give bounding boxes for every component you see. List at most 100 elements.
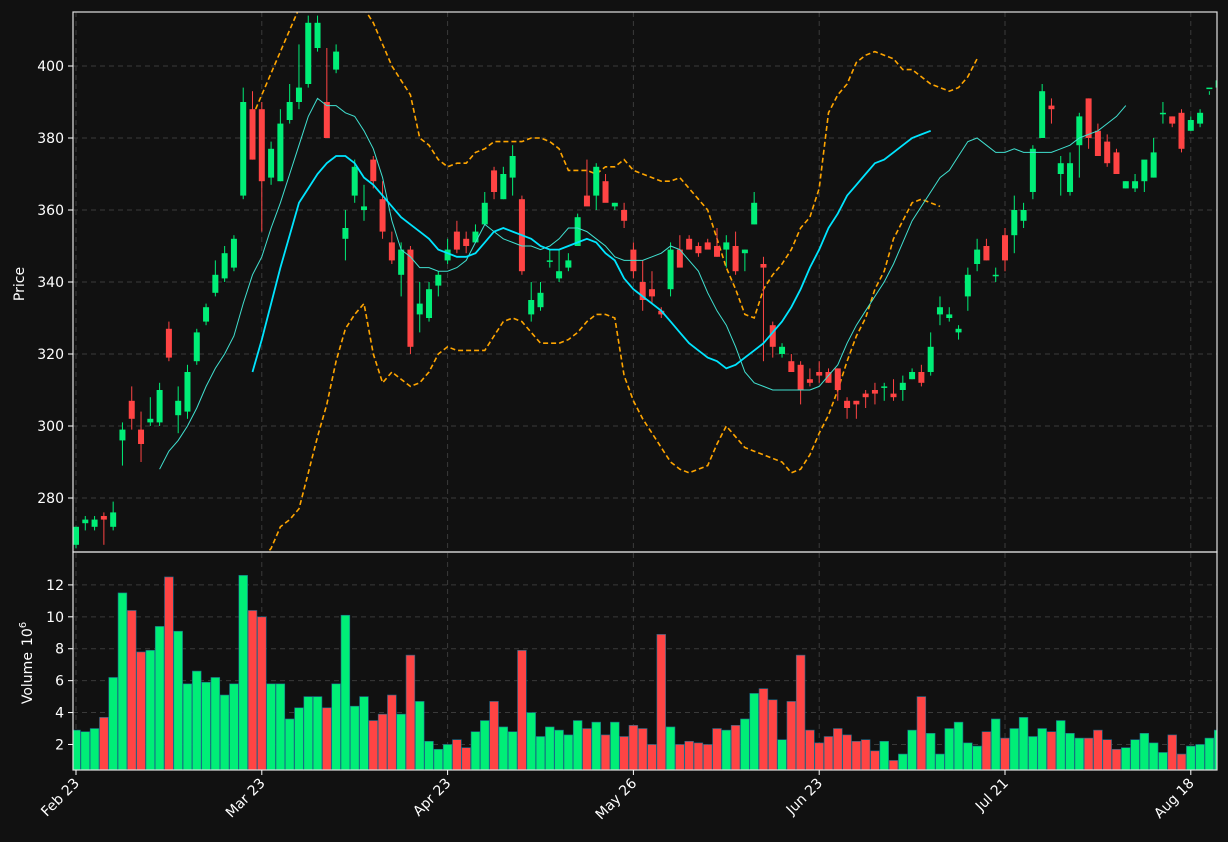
candle-body (741, 249, 748, 254)
candle-body (648, 289, 655, 297)
volume-tick-label: 12 (46, 578, 64, 594)
volume-bar (387, 694, 397, 770)
candle-body (500, 174, 507, 200)
candle-body (444, 249, 451, 261)
candle-body (221, 253, 228, 279)
volume-bar (498, 726, 509, 770)
candle-body (1113, 152, 1120, 174)
volume-bar (925, 733, 936, 770)
volume-axis-label-text: Volume (20, 652, 36, 704)
volume-bar (1028, 736, 1038, 770)
candle-body (927, 346, 934, 372)
candle-body (695, 246, 702, 254)
price-tick-label: 320 (37, 347, 64, 363)
candle-body (184, 372, 191, 412)
candle-body (193, 332, 200, 362)
volume-bar (154, 626, 165, 770)
candle-body (156, 390, 163, 423)
volume-bar (340, 614, 351, 770)
volume-bar (424, 740, 434, 770)
candle-body (853, 400, 860, 405)
volume-bar (1204, 737, 1215, 770)
volume-bar (981, 731, 992, 770)
volume-bar (1213, 729, 1217, 770)
volume-bar (907, 729, 917, 770)
candle-body (704, 242, 711, 250)
volume-tick-label: 10 (46, 610, 64, 626)
candle-body (658, 310, 665, 315)
candle-body (435, 274, 442, 286)
candle-body (1187, 120, 1194, 131)
candle-body (936, 307, 943, 315)
candle-body (621, 210, 628, 221)
candle-body (639, 282, 646, 300)
candle-body (1178, 112, 1185, 149)
candle-body (388, 242, 395, 261)
volume-bar (517, 650, 527, 770)
candle-body (909, 372, 916, 380)
volume-bar (953, 721, 964, 770)
volume-bar (1000, 737, 1010, 770)
volume-bar (545, 726, 555, 770)
volume-bar (1130, 739, 1140, 770)
candle-body (602, 181, 609, 203)
volume-bar (89, 728, 100, 770)
volume-bar (758, 688, 769, 770)
candle-body (565, 260, 572, 268)
candle-body (509, 156, 516, 178)
candle-body (881, 386, 888, 388)
volume-bar (229, 683, 239, 770)
volume-bar (833, 728, 843, 770)
candle-body (314, 22, 321, 48)
candle-body (797, 364, 804, 390)
volume-bar (860, 739, 871, 770)
candle-body (333, 51, 340, 70)
ma-long-line (251, 129, 932, 373)
volume-bar (935, 753, 945, 770)
volume-bar (1111, 748, 1122, 770)
volume-bar (275, 683, 286, 770)
ma-short-line (159, 97, 1127, 470)
volume-bar (294, 707, 304, 770)
volume-axis-label: Volume 106 (18, 622, 36, 704)
candle-body (974, 249, 981, 264)
volume-bar (1195, 744, 1205, 770)
candle-body (1132, 181, 1139, 189)
volume-bar (284, 718, 295, 770)
volume-bar (127, 610, 137, 770)
candle-body (212, 274, 219, 293)
candle-body (463, 238, 470, 246)
candle-body (992, 274, 999, 277)
candle-body (760, 264, 767, 268)
candle-body (1141, 159, 1148, 182)
candle-body (323, 102, 330, 138)
volume-bar (582, 728, 592, 770)
candle-body (714, 246, 721, 257)
candle-body (472, 231, 479, 243)
candle-body (871, 390, 878, 394)
volume-bar (1093, 729, 1103, 770)
volume-bar (730, 725, 741, 770)
volume-bar (182, 683, 193, 770)
candle-body (351, 166, 358, 196)
volume-bar (721, 729, 732, 770)
volume-bar (1121, 747, 1131, 770)
candle-body (128, 400, 135, 419)
volume-bar (703, 744, 713, 770)
volume-bar (656, 634, 666, 770)
volume-bar (898, 753, 908, 770)
candle-body (110, 512, 117, 527)
volume-bar (164, 576, 174, 770)
candle-body (1150, 152, 1157, 178)
volume-bar (591, 721, 601, 770)
volume-axis-label-exponent: 6 (18, 622, 29, 628)
volume-bar (777, 739, 787, 770)
candle-body (342, 228, 349, 239)
volume-tick-label: 6 (55, 674, 64, 690)
candle-body (751, 202, 758, 225)
volume-bar (1148, 742, 1159, 770)
price-tick-label: 300 (37, 419, 64, 435)
volume-bar (628, 725, 639, 770)
candle-body (769, 325, 776, 347)
candle-body (574, 217, 581, 246)
